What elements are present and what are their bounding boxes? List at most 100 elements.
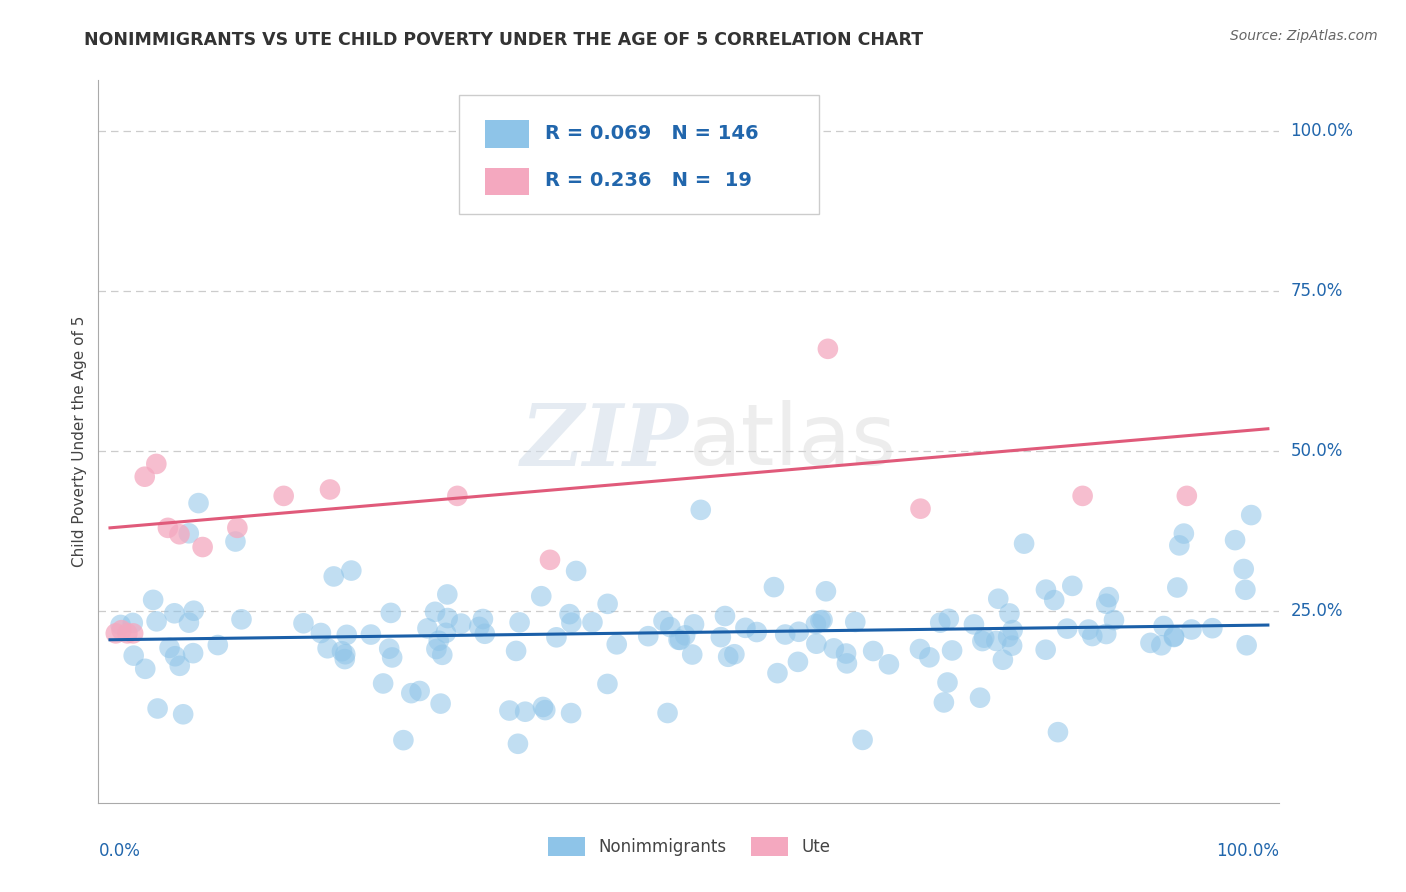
Point bbox=[560, 615, 582, 630]
Point bbox=[1163, 630, 1185, 644]
Point bbox=[446, 489, 468, 503]
Point bbox=[823, 641, 845, 656]
Point bbox=[1173, 526, 1195, 541]
Point bbox=[1095, 597, 1118, 611]
Point bbox=[231, 612, 253, 626]
Point bbox=[330, 644, 353, 658]
Point bbox=[177, 615, 200, 630]
Point bbox=[689, 503, 711, 517]
Text: 25.0%: 25.0% bbox=[1291, 602, 1343, 620]
Text: ZIP: ZIP bbox=[522, 400, 689, 483]
Point bbox=[378, 641, 401, 656]
Point bbox=[1168, 538, 1191, 552]
Point bbox=[668, 632, 690, 647]
Point bbox=[814, 584, 837, 599]
Point bbox=[169, 658, 191, 673]
Point bbox=[678, 124, 700, 138]
Point bbox=[1139, 636, 1161, 650]
Point bbox=[336, 628, 359, 642]
Point bbox=[1236, 638, 1258, 652]
Point bbox=[787, 624, 810, 639]
Point bbox=[408, 684, 430, 698]
Point bbox=[606, 637, 628, 651]
Point bbox=[657, 706, 679, 720]
Point bbox=[546, 630, 568, 644]
Point bbox=[1102, 613, 1125, 627]
Point bbox=[787, 655, 810, 669]
Point bbox=[659, 620, 682, 634]
Point bbox=[1166, 581, 1188, 595]
Point bbox=[804, 617, 827, 632]
Point bbox=[936, 675, 959, 690]
Point bbox=[380, 606, 402, 620]
Point bbox=[1240, 508, 1263, 522]
Point bbox=[1153, 619, 1175, 633]
Point bbox=[436, 587, 458, 601]
Point bbox=[997, 630, 1019, 644]
Point bbox=[416, 621, 439, 635]
Point bbox=[316, 641, 339, 656]
Point bbox=[973, 631, 995, 645]
Point bbox=[817, 342, 839, 356]
Point bbox=[835, 657, 858, 671]
FancyBboxPatch shape bbox=[458, 95, 818, 214]
Point bbox=[910, 501, 932, 516]
Point bbox=[1150, 638, 1173, 652]
Point bbox=[436, 611, 458, 625]
Point bbox=[1223, 533, 1246, 547]
Point bbox=[471, 612, 494, 626]
Point bbox=[806, 637, 828, 651]
Point bbox=[558, 607, 581, 622]
Point bbox=[506, 737, 529, 751]
Point bbox=[1001, 623, 1024, 637]
Point bbox=[811, 613, 834, 627]
Point bbox=[172, 707, 194, 722]
Point bbox=[963, 617, 986, 632]
Point bbox=[560, 706, 582, 720]
Point bbox=[450, 616, 472, 631]
Point bbox=[637, 629, 659, 643]
FancyBboxPatch shape bbox=[485, 120, 530, 148]
Point bbox=[734, 621, 756, 635]
Point bbox=[122, 626, 145, 640]
Point bbox=[1180, 623, 1202, 637]
Point bbox=[110, 618, 132, 632]
Point bbox=[530, 589, 553, 603]
Point bbox=[309, 626, 332, 640]
Point bbox=[146, 701, 169, 715]
Point bbox=[565, 564, 588, 578]
Point bbox=[429, 697, 451, 711]
Point bbox=[319, 483, 342, 497]
Point bbox=[596, 677, 619, 691]
Point bbox=[844, 615, 866, 629]
Point bbox=[1001, 639, 1024, 653]
Point bbox=[505, 644, 527, 658]
Point bbox=[134, 662, 156, 676]
Point bbox=[340, 564, 363, 578]
Point bbox=[110, 623, 132, 637]
Point bbox=[932, 695, 955, 709]
Point bbox=[862, 644, 884, 658]
Point bbox=[142, 593, 165, 607]
Point bbox=[371, 676, 394, 690]
Legend: Nonimmigrants, Ute: Nonimmigrants, Ute bbox=[541, 830, 837, 863]
Point bbox=[929, 615, 952, 630]
Text: Source: ZipAtlas.com: Source: ZipAtlas.com bbox=[1230, 29, 1378, 43]
Text: 75.0%: 75.0% bbox=[1291, 282, 1343, 301]
Point bbox=[986, 634, 1008, 648]
Point bbox=[183, 604, 205, 618]
Point bbox=[401, 686, 423, 700]
Point bbox=[104, 626, 127, 640]
Point bbox=[538, 553, 561, 567]
Text: 0.0%: 0.0% bbox=[98, 842, 141, 860]
Point bbox=[723, 647, 745, 661]
Point bbox=[534, 703, 557, 717]
Point bbox=[1234, 582, 1257, 597]
Point bbox=[159, 640, 181, 655]
Point bbox=[187, 496, 209, 510]
Point bbox=[191, 540, 214, 554]
Point bbox=[169, 527, 191, 541]
Point bbox=[1035, 582, 1057, 597]
Point bbox=[1071, 489, 1094, 503]
Text: 100.0%: 100.0% bbox=[1291, 122, 1354, 140]
